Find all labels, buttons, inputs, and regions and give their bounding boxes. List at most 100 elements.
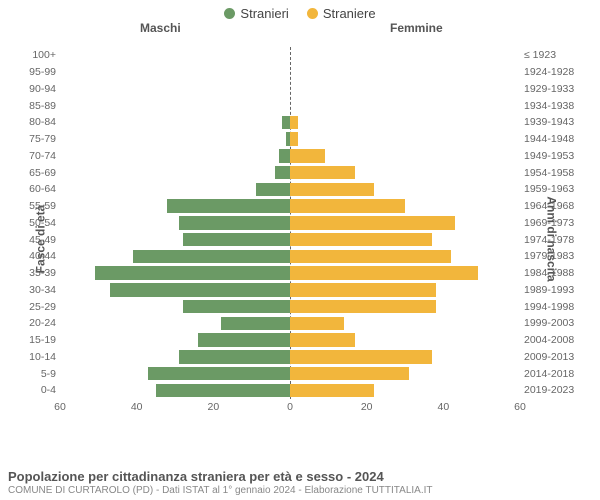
age-label: 80-84: [20, 116, 56, 128]
pyramid-row: 10-142009-2013: [60, 349, 520, 366]
plot-area: 100+≤ 192395-991924-192890-941929-193385…: [60, 47, 520, 399]
birth-year-label: 1974-1978: [524, 234, 588, 246]
bar-male: [179, 216, 290, 229]
bar-male: [167, 199, 290, 212]
age-label: 45-49: [20, 234, 56, 246]
bar-female: [290, 166, 355, 179]
bar-female: [290, 199, 405, 212]
birth-year-label: 2004-2008: [524, 334, 588, 346]
age-label: 15-19: [20, 334, 56, 346]
birth-year-label: 1949-1953: [524, 150, 588, 162]
chart: Fasce di età Anni di nascita 100+≤ 19239…: [0, 39, 600, 439]
pyramid-row: 0-42019-2023: [60, 382, 520, 399]
bar-male: [183, 300, 290, 313]
bar-male: [256, 183, 291, 196]
birth-year-label: 1964-1968: [524, 200, 588, 212]
age-label: 0-4: [20, 384, 56, 396]
birth-year-label: 2019-2023: [524, 384, 588, 396]
bar-male: [133, 250, 290, 263]
birth-year-label: 1929-1933: [524, 83, 588, 95]
legend-item-male: Stranieri: [224, 6, 288, 21]
pyramid-row: 50-541969-1973: [60, 215, 520, 232]
bar-female: [290, 350, 432, 363]
bar-female: [290, 216, 455, 229]
birth-year-label: 1994-1998: [524, 301, 588, 313]
pyramid-row: 25-291994-1998: [60, 298, 520, 315]
legend-label-male: Stranieri: [240, 6, 288, 21]
pyramid-row: 40-441979-1983: [60, 248, 520, 265]
bar-male: [221, 317, 290, 330]
bar-female: [290, 149, 325, 162]
pyramid-row: 100+≤ 1923: [60, 47, 520, 64]
age-label: 55-59: [20, 200, 56, 212]
age-label: 5-9: [20, 368, 56, 380]
age-label: 85-89: [20, 100, 56, 112]
pyramid-row: 75-791944-1948: [60, 131, 520, 148]
bar-female: [290, 116, 298, 129]
age-label: 60-64: [20, 183, 56, 195]
pyramid-row: 30-341989-1993: [60, 282, 520, 299]
bar-male: [282, 116, 290, 129]
bar-female: [290, 183, 374, 196]
bar-male: [183, 233, 290, 246]
x-tick: 60: [514, 401, 526, 413]
bar-male: [198, 333, 290, 346]
pyramid-row: 60-641959-1963: [60, 181, 520, 198]
bar-male: [275, 166, 290, 179]
age-label: 40-44: [20, 250, 56, 262]
age-label: 65-69: [20, 167, 56, 179]
pyramid-row: 35-391984-1988: [60, 265, 520, 282]
header-female: Femmine: [390, 21, 443, 35]
age-label: 35-39: [20, 267, 56, 279]
age-label: 75-79: [20, 133, 56, 145]
birth-year-label: 1989-1993: [524, 284, 588, 296]
x-tick: 60: [54, 401, 66, 413]
x-tick: 20: [361, 401, 373, 413]
bar-male: [148, 367, 290, 380]
legend: Stranieri Straniere: [0, 0, 600, 21]
bar-female: [290, 333, 355, 346]
footer: Popolazione per cittadinanza straniera p…: [8, 469, 433, 496]
x-tick: 40: [437, 401, 449, 413]
age-label: 10-14: [20, 351, 56, 363]
age-label: 100+: [20, 49, 56, 61]
bar-female: [290, 233, 432, 246]
pyramid-row: 95-991924-1928: [60, 64, 520, 81]
pyramid-row: 85-891934-1938: [60, 97, 520, 114]
x-tick: 0: [287, 401, 293, 413]
age-label: 50-54: [20, 217, 56, 229]
bar-male: [110, 283, 290, 296]
pyramid-row: 80-841939-1943: [60, 114, 520, 131]
bar-female: [290, 132, 298, 145]
bar-female: [290, 283, 436, 296]
birth-year-label: 1939-1943: [524, 116, 588, 128]
bar-male: [179, 350, 290, 363]
legend-swatch-male: [224, 8, 235, 19]
chart-title: Popolazione per cittadinanza straniera p…: [8, 469, 433, 484]
age-label: 25-29: [20, 301, 56, 313]
birth-year-label: 1924-1928: [524, 66, 588, 78]
birth-year-label: 1959-1963: [524, 183, 588, 195]
bar-female: [290, 266, 478, 279]
x-tick: 20: [207, 401, 219, 413]
age-label: 70-74: [20, 150, 56, 162]
birth-year-label: ≤ 1923: [524, 49, 588, 61]
birth-year-label: 1999-2003: [524, 317, 588, 329]
bar-male: [156, 384, 290, 397]
x-tick: 40: [131, 401, 143, 413]
birth-year-label: 1984-1988: [524, 267, 588, 279]
bar-male: [279, 149, 291, 162]
pyramid-row: 15-192004-2008: [60, 332, 520, 349]
header-male: Maschi: [140, 21, 181, 35]
birth-year-label: 1954-1958: [524, 167, 588, 179]
birth-year-label: 1934-1938: [524, 100, 588, 112]
birth-year-label: 1944-1948: [524, 133, 588, 145]
pyramid-row: 5-92014-2018: [60, 365, 520, 382]
chart-subtitle: COMUNE DI CURTAROLO (PD) - Dati ISTAT al…: [8, 485, 433, 496]
birth-year-label: 2014-2018: [524, 368, 588, 380]
age-label: 95-99: [20, 66, 56, 78]
age-label: 30-34: [20, 284, 56, 296]
x-axis: 6040200204060: [60, 401, 520, 417]
bar-female: [290, 300, 436, 313]
legend-label-female: Straniere: [323, 6, 376, 21]
